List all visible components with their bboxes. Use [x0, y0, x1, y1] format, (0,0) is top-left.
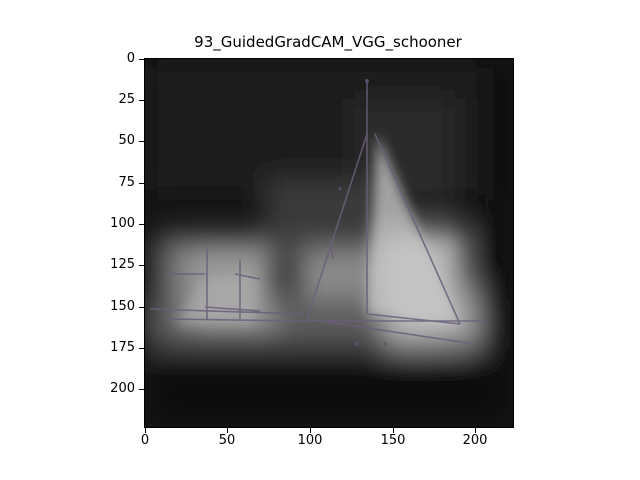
y-tick-label: 175: [110, 340, 135, 355]
x-tick-label: 0: [140, 433, 150, 448]
x-tick-label: 150: [380, 433, 406, 448]
y-tick-mark: [139, 183, 144, 184]
y-tick-label: 25: [118, 92, 135, 107]
x-tick-mark: [310, 428, 311, 433]
x-tick-mark: [393, 428, 394, 433]
x-tick-mark: [227, 428, 228, 433]
y-tick-mark: [139, 141, 144, 142]
y-tick-label: 100: [110, 216, 135, 231]
y-tick-mark: [139, 224, 144, 225]
y-tick-label: 200: [110, 381, 135, 396]
y-tick-label: 0: [126, 51, 135, 66]
x-tick-mark: [475, 428, 476, 433]
figure-title: 93_GuidedGradCAM_VGG_schooner: [194, 33, 462, 51]
saliency-image: [144, 58, 514, 428]
x-tick-label: 100: [297, 433, 323, 448]
y-tick-label: 75: [118, 175, 135, 190]
y-tick-label: 150: [110, 299, 135, 314]
y-tick-mark: [139, 59, 144, 60]
y-tick-mark: [139, 307, 144, 308]
y-tick-label: 50: [118, 133, 135, 148]
y-tick-mark: [139, 348, 144, 349]
x-tick-label: 200: [462, 433, 488, 448]
saliency-map-graphic: [145, 59, 513, 427]
y-tick-mark: [139, 389, 144, 390]
y-tick-mark: [139, 100, 144, 101]
x-tick-label: 50: [218, 433, 236, 448]
x-tick-mark: [145, 428, 146, 433]
y-tick-label: 125: [110, 257, 135, 272]
y-tick-mark: [139, 265, 144, 266]
